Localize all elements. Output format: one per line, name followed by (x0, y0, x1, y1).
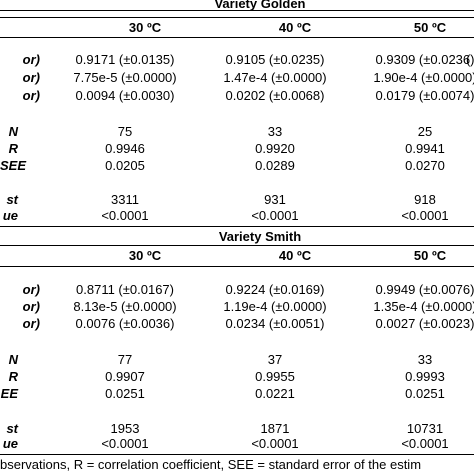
golden-param-3-30: 0.0094 (±0.0030) (75, 88, 175, 103)
smith-param-2-40: 1.19e-4 (±0.0000) (223, 299, 327, 314)
golden-stat-see-40: 0.0289 (255, 158, 295, 173)
smith-stat-see-40: 0.0221 (255, 386, 295, 401)
smith-stat-r-50: 0.9993 (405, 369, 445, 384)
golden-param-2-40: 1.47e-4 (±0.0000) (223, 70, 327, 85)
smith-stat-r-30: 0.9907 (105, 369, 145, 384)
golden-test-2-40: <0.0001 (251, 208, 299, 223)
golden-test-1-30: 3311 (111, 192, 139, 207)
golden-param-2-30: 7.75e-5 (±0.0000) (73, 70, 177, 85)
golden-param-3-50: 0.0179 (±0.0074) (375, 88, 474, 103)
golden-stat-r-40: 0.9920 (255, 141, 295, 156)
golden-param-3-40: 0.0202 (±0.0068) (225, 88, 325, 103)
smith-param-label-1: or) (22, 282, 40, 297)
golden-temp-30: 30 ºC (128, 20, 162, 35)
smith-param-3-50: 0.0027 (±0.0023) (375, 316, 474, 331)
golden-test-1-50: 918 (414, 192, 436, 207)
smith-param-3-40: 0.0234 (±0.0051) (225, 316, 325, 331)
smith-test-1-30: 1953 (110, 421, 140, 436)
golden-stat-see-50: 0.0270 (405, 158, 445, 173)
smith-param-2-50: 1.35e-4 (±0.0000) (373, 299, 474, 314)
golden-param-2-50: 1.90e-4 (±0.0000) (373, 70, 474, 85)
golden-stat-r-50: 0.9941 (405, 141, 445, 156)
golden-test-2-50: <0.0001 (401, 208, 449, 223)
golden-param-1-50: 0.9309 (±0.0236) (375, 52, 474, 67)
smith-test-1-40: 1871 (260, 421, 290, 436)
smith-param-1-40: 0.9224 (±0.0169) (225, 282, 325, 297)
smith-title: Variety Smith (218, 229, 302, 244)
golden-test-1-40: 931 (264, 192, 286, 207)
smith-test-2-50: <0.0001 (401, 436, 449, 451)
smith-param-1-50: 0.9949 (±0.0076) (375, 282, 474, 297)
smith-param-label-2: or) (22, 299, 40, 314)
golden-temp-50: 50 ºC (413, 20, 447, 35)
golden-param-label-2: or) (22, 70, 40, 85)
edge-fragment: ( (466, 52, 471, 67)
smith-temp-50: 50 ºC (413, 248, 447, 263)
footnote: bservations, R = correlation coefficient… (0, 457, 422, 472)
smith-param-1-30: 0.8711 (±0.0167) (76, 282, 174, 297)
golden-temp-40: 40 ºC (278, 20, 312, 35)
golden-stat-n-50: 25 (417, 124, 433, 139)
smith-temp-40: 40 ºC (278, 248, 312, 263)
smith-stat-see-30: 0.0251 (105, 386, 145, 401)
golden-stat-n-30: 75 (117, 124, 133, 139)
golden-param-1-40: 0.9105 (±0.0235) (225, 52, 325, 67)
smith-stat-label-see: EE (0, 386, 18, 401)
smith-param-2-30: 8.13e-5 (±0.0000) (73, 299, 177, 314)
smith-stat-n-30: 77 (117, 352, 133, 367)
smith-stat-r-40: 0.9955 (255, 369, 295, 384)
golden-stat-label-see: SEE (0, 158, 27, 173)
golden-stat-n-40: 33 (267, 124, 283, 139)
smith-test-2-30: <0.0001 (101, 436, 149, 451)
golden-param-label-1: or) (22, 52, 40, 67)
smith-test-1-50: 10731 (406, 421, 444, 436)
smith-param-3-30: 0.0076 (±0.0036) (75, 316, 175, 331)
smith-param-label-3: or) (22, 316, 40, 331)
smith-test-label-1: st (6, 421, 18, 436)
smith-test-2-40: <0.0001 (251, 436, 299, 451)
golden-test-label-2: ue (2, 208, 18, 223)
golden-title: Variety Golden (214, 0, 306, 11)
golden-stat-label-n: N (8, 124, 18, 139)
smith-stat-see-50: 0.0251 (405, 386, 445, 401)
smith-test-label-2: ue (2, 436, 18, 451)
golden-param-1-30: 0.9171 (±0.0135) (75, 52, 175, 67)
golden-stat-label-r: R (8, 141, 18, 156)
golden-test-2-30: <0.0001 (101, 208, 149, 223)
golden-stat-see-30: 0.0205 (105, 158, 145, 173)
golden-stat-r-30: 0.9946 (105, 141, 145, 156)
smith-stat-n-50: 33 (417, 352, 433, 367)
smith-stat-label-n: N (8, 352, 18, 367)
smith-temp-30: 30 ºC (128, 248, 162, 263)
smith-stat-n-40: 37 (267, 352, 283, 367)
golden-param-label-3: or) (22, 88, 40, 103)
smith-stat-label-r: R (8, 369, 18, 384)
golden-test-label-1: st (6, 192, 18, 207)
